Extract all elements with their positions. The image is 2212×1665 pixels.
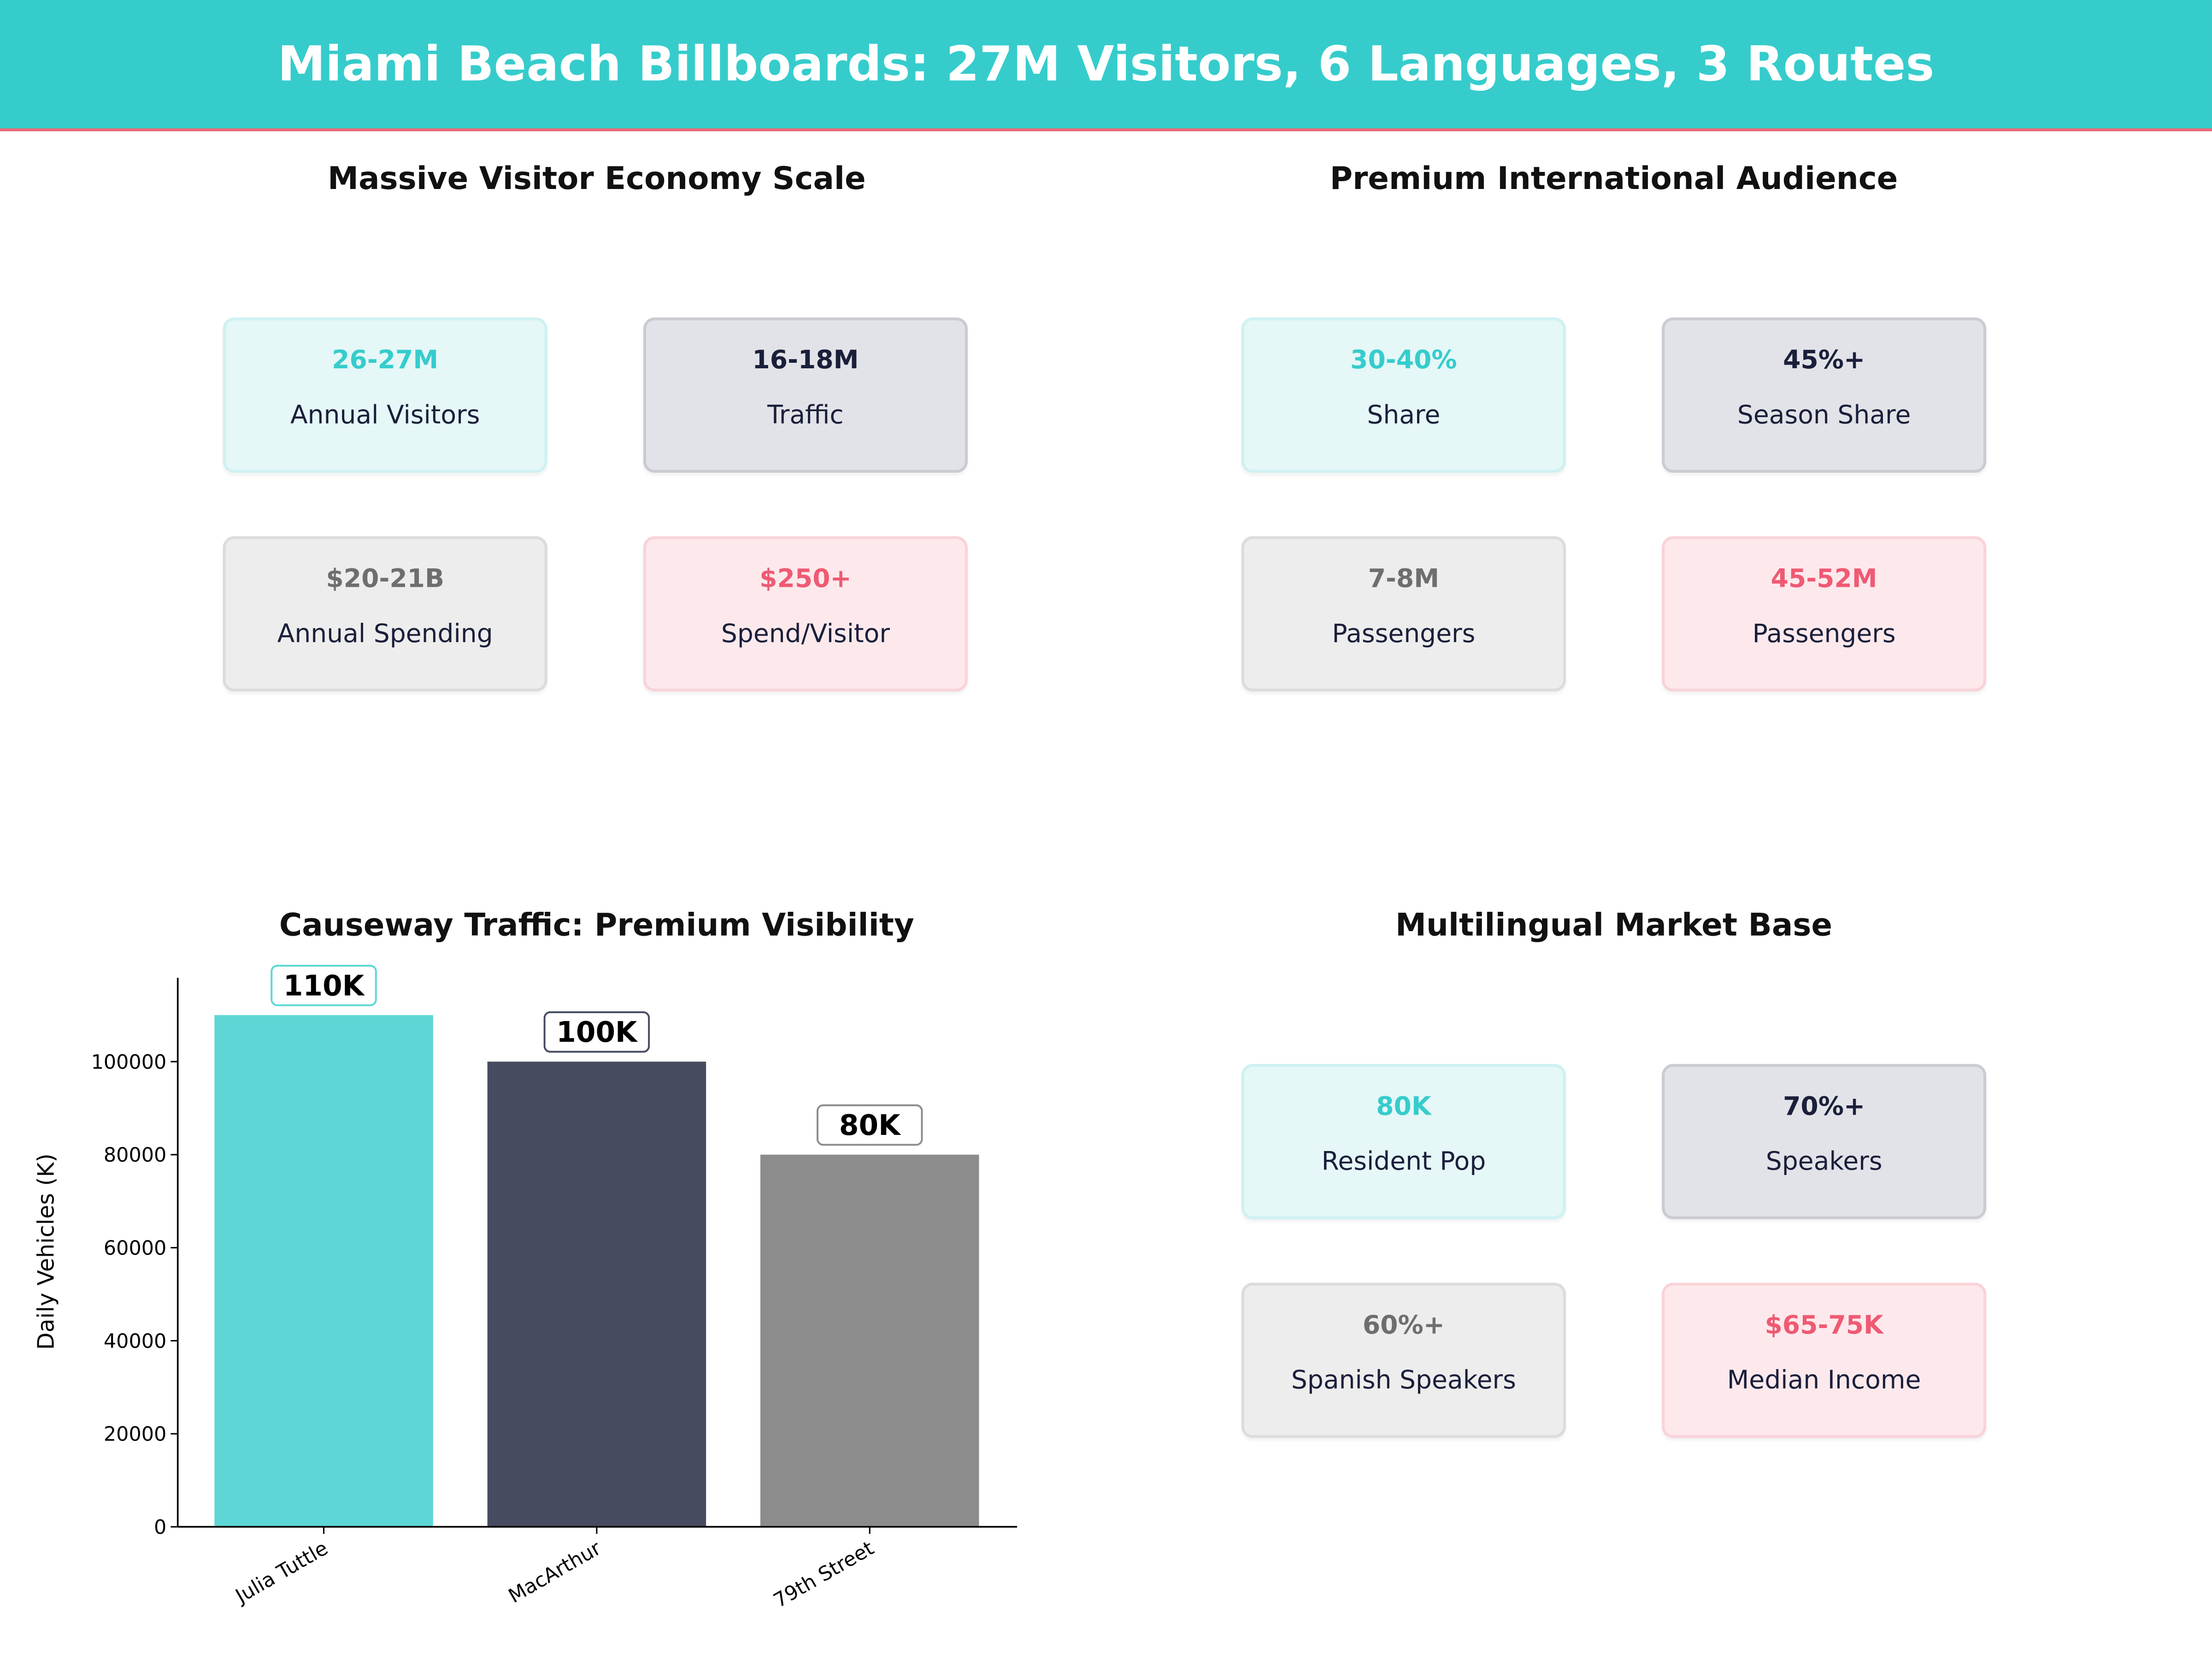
page-title: Miami Beach Billboards: 27M Visitors, 6 … (277, 36, 1935, 93)
metric-card: $20-21B Annual Spending (223, 536, 547, 691)
metric-value: $250+ (759, 564, 852, 594)
chart-title: Causeway Traffic: Premium Visibility (279, 909, 914, 944)
data-label-box (543, 1011, 650, 1053)
metric-value: $20-21B (326, 564, 444, 594)
metric-label: Annual Visitors (290, 401, 480, 431)
data-label: 110K (283, 969, 365, 1002)
bar-0 (214, 1015, 433, 1527)
y-axis-label: Daily Vehicles (K) (33, 1153, 59, 1350)
metric-card: 45-52M Passengers (1662, 536, 1987, 691)
y-tick-label: 0 (154, 1516, 166, 1539)
y-tick-label: 80000 (104, 1144, 166, 1167)
metric-label: Resident Pop (1321, 1147, 1486, 1177)
metric-value: 45%+ (1783, 345, 1865, 376)
metric-card: 7-8M Passengers (1241, 536, 1566, 691)
metric-card: 26-27M Annual Visitors (223, 317, 547, 473)
x-tick-label: Julia Tuttle (230, 1537, 332, 1609)
metric-label: Spend/Visitor (721, 619, 890, 649)
y-tick-label: 20000 (104, 1423, 166, 1446)
bar-1 (487, 1062, 706, 1527)
metric-label: Passengers (1752, 619, 1896, 649)
metric-value: 45-52M (1771, 564, 1877, 594)
data-label-box (816, 1104, 923, 1146)
metric-label: Annual Spending (277, 619, 493, 649)
metric-value: 7-8M (1368, 564, 1440, 594)
metric-card: 70%+ Speakers (1662, 1064, 1987, 1219)
metric-label: Median Income (1727, 1366, 1921, 1396)
x-tick-label: 79th Street (770, 1537, 878, 1612)
metric-label: Speakers (1765, 1147, 1883, 1177)
y-tick-label: 40000 (104, 1330, 166, 1353)
metric-card: 45%+ Season Share (1662, 317, 1987, 473)
metric-card: $250+ Spend/Visitor (643, 536, 968, 691)
bar-2 (760, 1154, 979, 1527)
metric-value: 30-40% (1350, 345, 1457, 376)
y-tick-label: 60000 (104, 1237, 166, 1260)
metric-label: Season Share (1737, 401, 1911, 431)
metric-label: Traffic (767, 401, 844, 431)
header-banner: Miami Beach Billboards: 27M Visitors, 6 … (0, 0, 2212, 131)
panel-title-multilingual-market: Multilingual Market Base (1395, 909, 1833, 944)
data-label-box (271, 965, 377, 1006)
metric-value: 80K (1376, 1092, 1431, 1122)
metric-card: 30-40% Share (1241, 317, 1566, 473)
metric-value: 60%+ (1362, 1311, 1445, 1341)
data-label: 100K (556, 1016, 638, 1049)
x-tick-label: MacArthur (505, 1536, 605, 1608)
metric-card: $65-75K Median Income (1662, 1282, 1987, 1438)
metric-card: 80K Resident Pop (1241, 1064, 1566, 1219)
y-tick-label: 100000 (91, 1051, 167, 1074)
metric-label: Spanish Speakers (1291, 1366, 1516, 1396)
data-label: 80K (839, 1109, 901, 1142)
metric-card: 60%+ Spanish Speakers (1241, 1282, 1566, 1438)
metric-label: Share (1367, 401, 1441, 431)
metric-value: 26-27M (332, 345, 439, 376)
causeway-traffic-chart: 110K Julia Tuttle 100K MacArthur 80K 79th Str… (33, 965, 1018, 1612)
panel-title-visitor-economy: Massive Visitor Economy Scale (328, 162, 866, 198)
metric-value: $65-75K (1765, 1311, 1883, 1341)
metric-label: Passengers (1332, 619, 1476, 649)
panel-title-international-audience: Premium International Audience (1330, 162, 1898, 198)
metric-value: 16-18M (752, 345, 859, 376)
metric-value: 70%+ (1783, 1092, 1865, 1122)
metric-card: 16-18M Traffic (643, 317, 968, 473)
